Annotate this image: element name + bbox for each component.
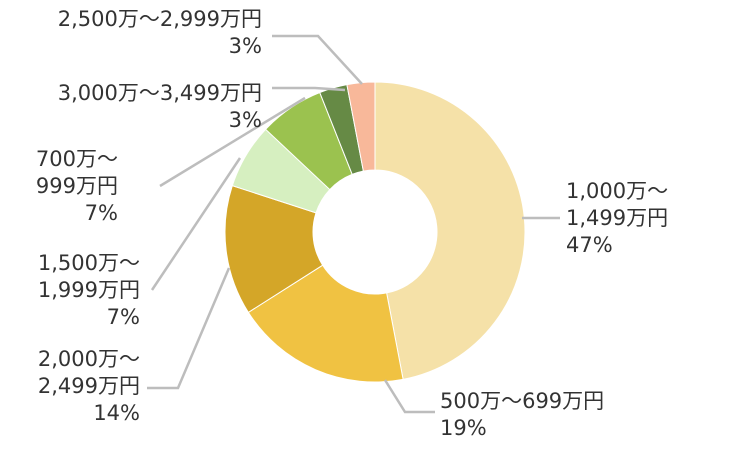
leader-lines-group — [147, 34, 560, 414]
labels-group: 1,000万〜 1,499万円 47% 500万〜699万円 19% 2,000万〜 2,4… — [36, 7, 668, 440]
slice-6 — [346, 81, 376, 172]
slice-category-line-2-0: 2,000万〜 — [38, 347, 140, 371]
slice-percent-0: 47% — [566, 233, 613, 257]
slice-percent-4: 7% — [85, 201, 118, 225]
slice-label-3: 1,500万〜 1,999万円 7% — [38, 251, 140, 329]
slice-label-5: 3,000万〜3,499万円 3% — [58, 81, 262, 132]
slice-category-line-4-1: 999万円 — [36, 174, 118, 198]
slice-category-line-0-0: 1,000万〜 — [566, 179, 668, 203]
slice-category-line-0-1: 1,499万円 — [566, 206, 668, 230]
slice-category-line-3-1: 1,999万円 — [38, 278, 140, 302]
leader-line-3 — [150, 157, 242, 291]
leader-line-5 — [272, 86, 346, 92]
leader-line-4 — [159, 96, 306, 188]
slice-category-line-1-0: 500万〜699万円 — [440, 389, 604, 413]
slice-percent-3: 7% — [107, 305, 140, 329]
slice-category-line-6-0: 2,500万〜2,999万円 — [58, 7, 262, 31]
slice-category-line-2-1: 2,499万円 — [38, 374, 140, 398]
slice-label-1: 500万〜699万円 19% — [440, 389, 604, 440]
slice-label-4: 700万〜 999万円 7% — [36, 147, 118, 225]
leader-line-1 — [383, 379, 435, 414]
slice-0 — [374, 81, 526, 380]
slices-group — [224, 81, 526, 383]
slice-category-line-3-0: 1,500万〜 — [38, 251, 140, 275]
slice-1 — [247, 264, 404, 383]
slice-category-line-5-0: 3,000万〜3,499万円 — [58, 81, 262, 105]
slice-label-0: 1,000万〜 1,499万円 47% — [566, 179, 668, 257]
slice-label-6: 2,500万〜2,999万円 3% — [58, 7, 262, 58]
leader-line-2 — [147, 267, 231, 390]
slice-label-2: 2,000万〜 2,499万円 14% — [38, 347, 140, 425]
slice-percent-6: 3% — [229, 34, 262, 58]
slice-percent-1: 19% — [440, 416, 487, 440]
slice-percent-5: 3% — [229, 108, 262, 132]
slice-category-line-4-0: 700万〜 — [36, 147, 118, 171]
slice-percent-2: 14% — [93, 401, 140, 425]
leader-line-6 — [272, 34, 363, 85]
